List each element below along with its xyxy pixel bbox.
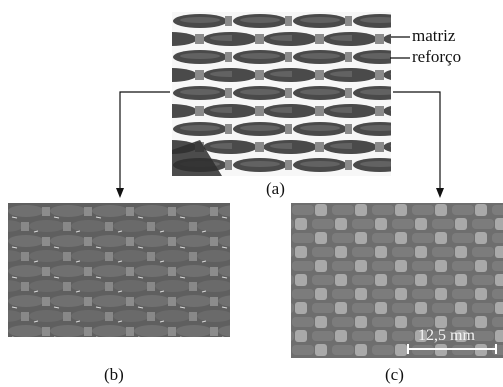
panel-b-caption: (b) [104,365,124,384]
panel-b-image [8,203,230,337]
scale-bar-label: 12,5 mm [418,327,475,344]
panel-c-image [291,203,503,358]
reforco-label: reforço [412,47,462,66]
arrow-to-panel-c [393,91,444,198]
panel-c-caption: (c) [385,365,404,384]
panel-a-caption: (a) [266,179,285,198]
matriz-label: matriz [412,26,456,45]
panel-a-image [172,12,391,176]
scale-bar [407,344,497,354]
arrow-to-panel-b [116,91,170,198]
